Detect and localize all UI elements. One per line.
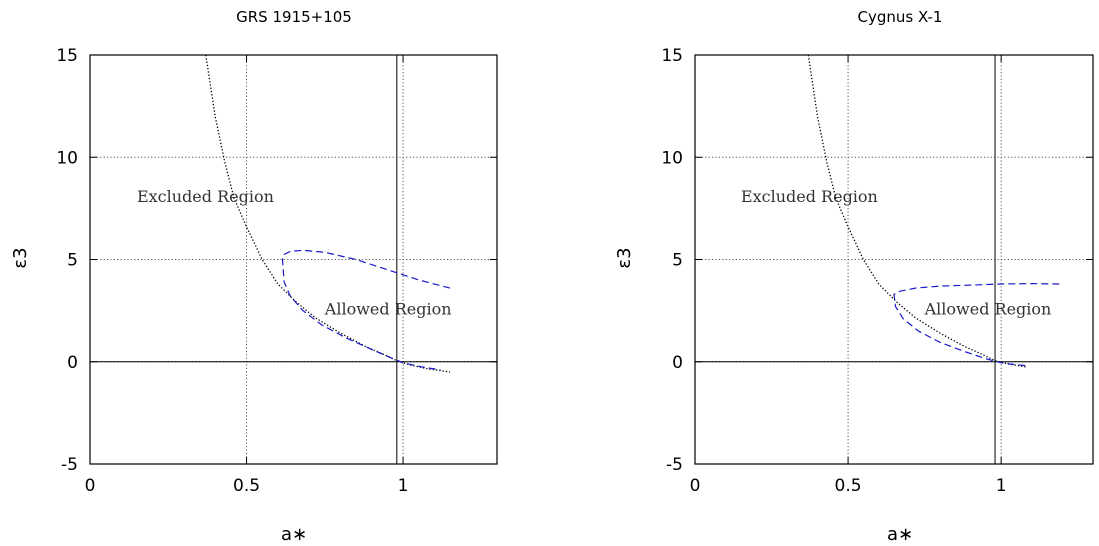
series-dashed-line — [893, 282, 1060, 367]
x-axis-label: a∗ — [281, 524, 307, 545]
region-annotation: Excluded Region — [137, 187, 274, 206]
x-tick-label: 0 — [690, 476, 701, 496]
series-dotted-line — [205, 55, 451, 373]
region-annotation: Allowed Region — [924, 300, 1052, 319]
y-tick-label: 0 — [672, 353, 683, 373]
series-dashed-line — [281, 249, 451, 371]
y-tick-label: 10 — [56, 148, 78, 168]
y-tick-label: -5 — [61, 455, 78, 475]
y-tick-label: 5 — [67, 251, 78, 271]
y-tick-label: -5 — [666, 455, 683, 475]
x-tick-label: 0.5 — [233, 476, 260, 496]
y-tick-label: 15 — [661, 46, 683, 66]
region-annotation: Allowed Region — [324, 300, 452, 319]
panel-left: GRS 1915+105 0 0.5 1 -5 0 5 10 15 Excluded Regio… — [10, 8, 498, 545]
chart-title: Cygnus X-1 — [858, 8, 943, 26]
x-axis-label: a∗ — [887, 524, 913, 545]
y-axis-label: ε3 — [614, 247, 635, 268]
plot-area: 0 0.5 1 -5 0 5 10 15 Excluded Region Allowed Regi… — [56, 46, 498, 496]
panel-right: Cygnus X-1 0 0.5 1 -5 0 5 10 15 Excluded Region A… — [614, 8, 1094, 545]
y-tick-label: 15 — [56, 46, 78, 66]
series-dotted-line — [807, 55, 1026, 368]
chart-title: GRS 1915+105 — [236, 8, 352, 26]
y-tick-label: 0 — [67, 353, 78, 373]
region-annotation: Excluded Region — [741, 187, 878, 206]
plot-area: 0 0.5 1 -5 0 5 10 15 Excluded Region Allowed Regi… — [661, 46, 1094, 496]
y-axis-label: ε3 — [10, 247, 31, 268]
x-tick-label: 1 — [996, 476, 1007, 496]
y-tick-label: 5 — [672, 251, 683, 271]
x-tick-label: 0.5 — [835, 476, 862, 496]
plot-frame — [89, 54, 498, 465]
x-tick-label: 1 — [398, 476, 409, 496]
plot-frame — [694, 54, 1094, 465]
x-tick-label: 0 — [85, 476, 96, 496]
y-tick-label: 10 — [661, 148, 683, 168]
